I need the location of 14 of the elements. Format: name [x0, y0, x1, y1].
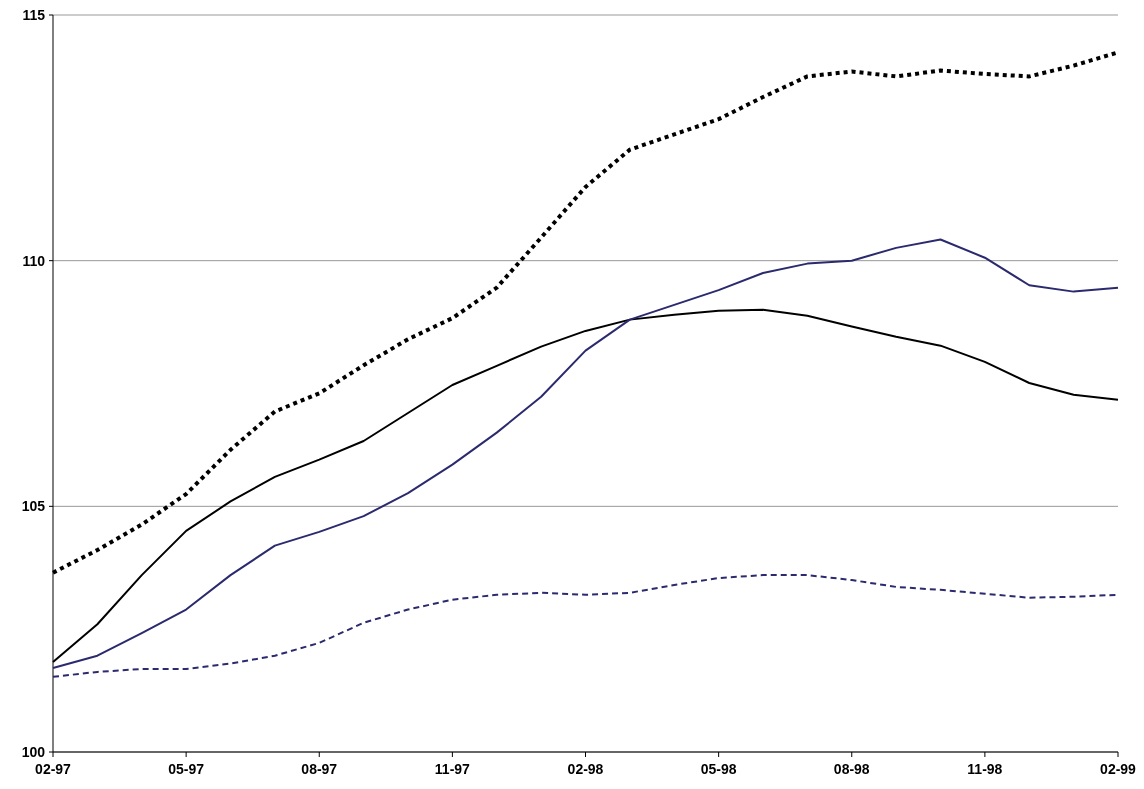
y-tick-label: 100: [21, 743, 46, 760]
line-series: [52, 238, 1119, 669]
x-tick-label: 05-98: [700, 761, 737, 777]
x-tick-label: 02-97: [35, 761, 72, 777]
x-tick-label: 08-97: [301, 761, 338, 777]
x-tick-label: 08-98: [833, 761, 870, 777]
x-tick-label: 11-97: [434, 761, 471, 777]
y-tick-label: 110: [22, 252, 46, 269]
x-tick-label: 05-97: [168, 761, 205, 777]
y-tick-label: 115: [22, 6, 46, 23]
x-tick-label: 11-98: [967, 761, 1003, 777]
x-tick-label: 02-99: [1100, 761, 1137, 777]
y-tick-label: 105: [21, 498, 46, 515]
x-tick-label: 02-98: [567, 761, 604, 777]
